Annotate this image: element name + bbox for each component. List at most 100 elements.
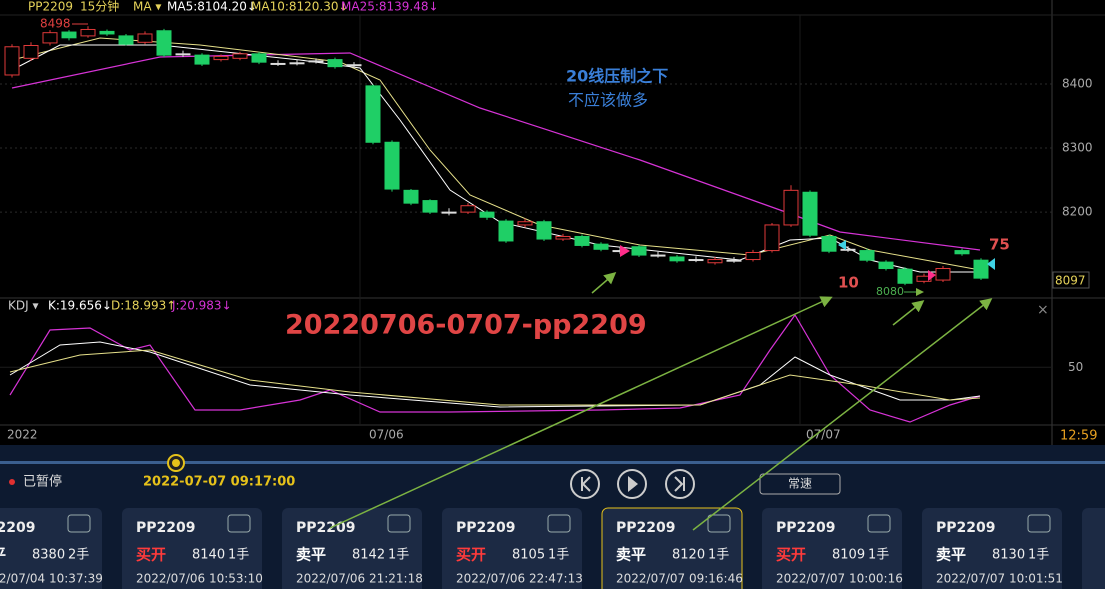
- candle-body: [270, 62, 286, 65]
- time-label: 07/07: [806, 428, 841, 442]
- close-button[interactable]: ×: [1037, 302, 1049, 318]
- candle-body: [403, 189, 419, 204]
- kdj-j-line: [9, 313, 981, 423]
- chat-icon: [227, 514, 251, 533]
- card-symbol: PP2209: [0, 520, 36, 536]
- candle-body: [42, 32, 58, 44]
- candle-body: [726, 259, 742, 262]
- progress-track[interactable]: [0, 461, 1105, 464]
- card-price: 8380: [32, 548, 65, 563]
- kdj-menu[interactable]: KDJ ▾: [8, 299, 39, 313]
- candle-body: [80, 28, 96, 37]
- arrow: [692, 298, 993, 531]
- candle-body: [821, 235, 837, 252]
- kdj-d: D:18.993↑: [111, 299, 176, 313]
- candle-body: [308, 60, 324, 63]
- candle-body: [289, 62, 305, 65]
- playback-time: 2022-07-07 09:17:00: [143, 475, 295, 490]
- trade-card[interactable]: PP2209 买开 8140 1手 2022/07/06 10:53:10: [122, 508, 263, 589]
- trade-card[interactable]: [1082, 508, 1105, 589]
- card-qty: 1手: [868, 548, 889, 563]
- clock: 12:59: [1060, 429, 1097, 444]
- candle-body: [593, 243, 609, 250]
- time-label: 2022: [7, 428, 38, 442]
- chat-icon: [67, 514, 91, 533]
- card-time: 2022/07/04 10:37:39: [0, 572, 103, 586]
- next-button[interactable]: [665, 469, 695, 499]
- card-bg: [922, 508, 1062, 589]
- note: 不应该做多: [568, 91, 648, 110]
- trade-card[interactable]: PP2209 卖平 8142 1手 2022/07/06 21:21:18: [282, 508, 423, 589]
- progress-handle-dot: [172, 459, 180, 467]
- trade-card[interactable]: PP2209 买开 8109 1手 2022/07/07 10:00:16: [762, 508, 903, 589]
- y-tick-label: 8300: [1062, 141, 1093, 155]
- status: 已暂停: [23, 474, 62, 490]
- y-tick-label: 8200: [1062, 205, 1093, 219]
- candle-body: [422, 200, 438, 213]
- candle-body: [650, 254, 666, 257]
- card-symbol: PP2209: [616, 520, 676, 536]
- card-time: 2022/07/07 10:01:51: [936, 572, 1063, 586]
- candle-body: [517, 221, 533, 226]
- candle-body: [935, 268, 951, 281]
- candle-body: [688, 259, 704, 262]
- card-symbol: PP2209: [296, 520, 356, 536]
- annotation: 10: [838, 274, 859, 292]
- kdj-j: J:20.983↓: [171, 299, 232, 313]
- card-time: 2022/07/06 22:47:13: [456, 572, 583, 586]
- card-action: 卖平: [296, 546, 326, 564]
- last-price-box: [1052, 271, 1090, 289]
- marker: [928, 270, 936, 281]
- speed-button[interactable]: [759, 473, 841, 495]
- card-bg: [762, 508, 902, 589]
- card-bg: [0, 508, 102, 589]
- candle-body: [365, 85, 381, 143]
- time-label: 07/06: [369, 428, 404, 442]
- card-price: 8140: [192, 548, 225, 563]
- card-price: 8105: [512, 548, 545, 563]
- candle-body: [23, 45, 39, 59]
- card-price: 8142: [352, 548, 385, 563]
- chat-icon: [707, 514, 731, 533]
- trade-card[interactable]: PP2209 买开 8105 1手 2022/07/06 22:47:13: [442, 508, 583, 589]
- candle-body: [897, 268, 913, 284]
- trade-card[interactable]: PP2209 卖平 8120 1手 2022/07/07 09:16:46: [601, 507, 743, 589]
- marker: [620, 245, 630, 257]
- card-time: 2022/07/06 10:53:10: [136, 572, 263, 586]
- arrow: [591, 272, 617, 294]
- card-price: 8109: [832, 548, 865, 563]
- candle-body: [878, 261, 894, 270]
- candle-body: [156, 30, 172, 56]
- ma10-line: [11, 37, 981, 271]
- prev-button[interactable]: [570, 469, 600, 499]
- marker: [838, 240, 846, 250]
- card-qty: 1手: [708, 548, 729, 563]
- chart-bg: [0, 0, 1105, 462]
- annotation: 8080: [876, 285, 904, 298]
- candle-body: [327, 59, 343, 68]
- candle-body: [840, 248, 856, 251]
- card-qty: 1手: [228, 548, 249, 563]
- candle-body: [555, 235, 571, 240]
- candle-body: [137, 33, 153, 43]
- card-qty: 1手: [388, 548, 409, 563]
- speed: 常速: [788, 477, 812, 491]
- card-symbol: PP2209: [456, 520, 516, 536]
- candle-body: [973, 259, 989, 279]
- play-button[interactable]: [617, 469, 647, 499]
- card-bg: [442, 508, 582, 589]
- card-time: 2022/07/06 21:21:18: [296, 572, 423, 586]
- period[interactable]: 15分钟: [80, 0, 119, 14]
- chat-icon: [1027, 514, 1051, 533]
- indicator-menu[interactable]: MA ▾: [133, 0, 161, 14]
- card-time: 2022/07/07 10:00:16: [776, 572, 903, 586]
- card-bg: [601, 507, 743, 589]
- annotation: 75: [989, 236, 1010, 254]
- candle-body: [384, 141, 400, 190]
- ma5: MA5:8104.20↓: [167, 0, 257, 14]
- candle-body: [194, 54, 210, 65]
- trade-card[interactable]: PP2209 卖平 8130 1手 2022/07/07 10:01:51: [922, 508, 1063, 589]
